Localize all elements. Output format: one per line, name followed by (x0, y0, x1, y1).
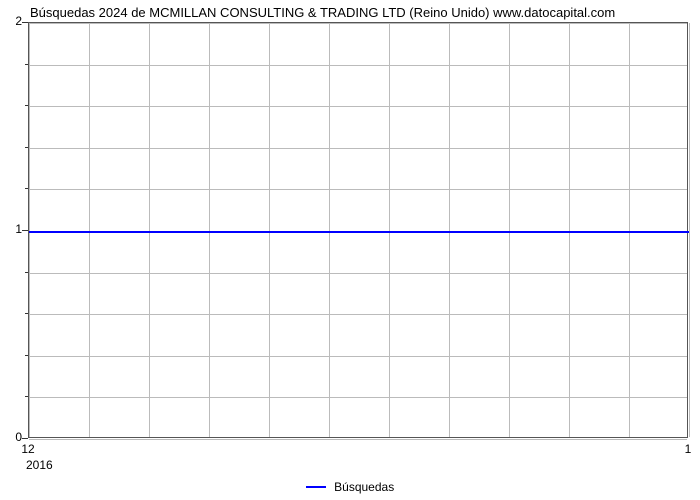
y-major-tick (22, 438, 28, 439)
x-sublabel: 2016 (26, 458, 53, 472)
chart-title: Búsquedas 2024 de MCMILLAN CONSULTING & … (30, 5, 690, 20)
y-minor-tick (25, 64, 28, 65)
y-minor-tick (25, 355, 28, 356)
y-minor-tick (25, 105, 28, 106)
grid-horizontal (29, 106, 687, 107)
grid-vertical (509, 23, 510, 437)
grid-horizontal (29, 65, 687, 66)
grid-horizontal (29, 439, 687, 440)
y-tick-label: 1 (2, 222, 22, 236)
grid-vertical (389, 23, 390, 437)
y-minor-tick (25, 396, 28, 397)
y-minor-tick (25, 188, 28, 189)
x-tick-label: 12 (21, 442, 34, 456)
plot-area (28, 22, 688, 438)
grid-vertical (329, 23, 330, 437)
grid-vertical (29, 23, 30, 437)
grid-vertical (269, 23, 270, 437)
grid-vertical (629, 23, 630, 437)
grid-horizontal (29, 314, 687, 315)
legend-label: Búsquedas (334, 480, 394, 494)
grid-horizontal (29, 397, 687, 398)
y-major-tick (22, 230, 28, 231)
grid-vertical (569, 23, 570, 437)
y-minor-tick (25, 147, 28, 148)
line-chart: Búsquedas 2024 de MCMILLAN CONSULTING & … (0, 0, 700, 500)
y-tick-label: 0 (2, 430, 22, 444)
grid-vertical (449, 23, 450, 437)
grid-vertical (689, 23, 690, 437)
y-tick-label: 2 (2, 14, 22, 28)
y-major-tick (22, 22, 28, 23)
grid-horizontal (29, 189, 687, 190)
grid-vertical (149, 23, 150, 437)
grid-horizontal (29, 356, 687, 357)
x-tick-label: 1 (685, 442, 692, 456)
grid-vertical (209, 23, 210, 437)
grid-vertical (89, 23, 90, 437)
series-line (29, 231, 689, 233)
grid-horizontal (29, 23, 687, 24)
legend-swatch (306, 486, 326, 488)
grid-horizontal (29, 273, 687, 274)
legend: Búsquedas (0, 479, 700, 494)
grid-horizontal (29, 148, 687, 149)
y-minor-tick (25, 313, 28, 314)
y-minor-tick (25, 272, 28, 273)
